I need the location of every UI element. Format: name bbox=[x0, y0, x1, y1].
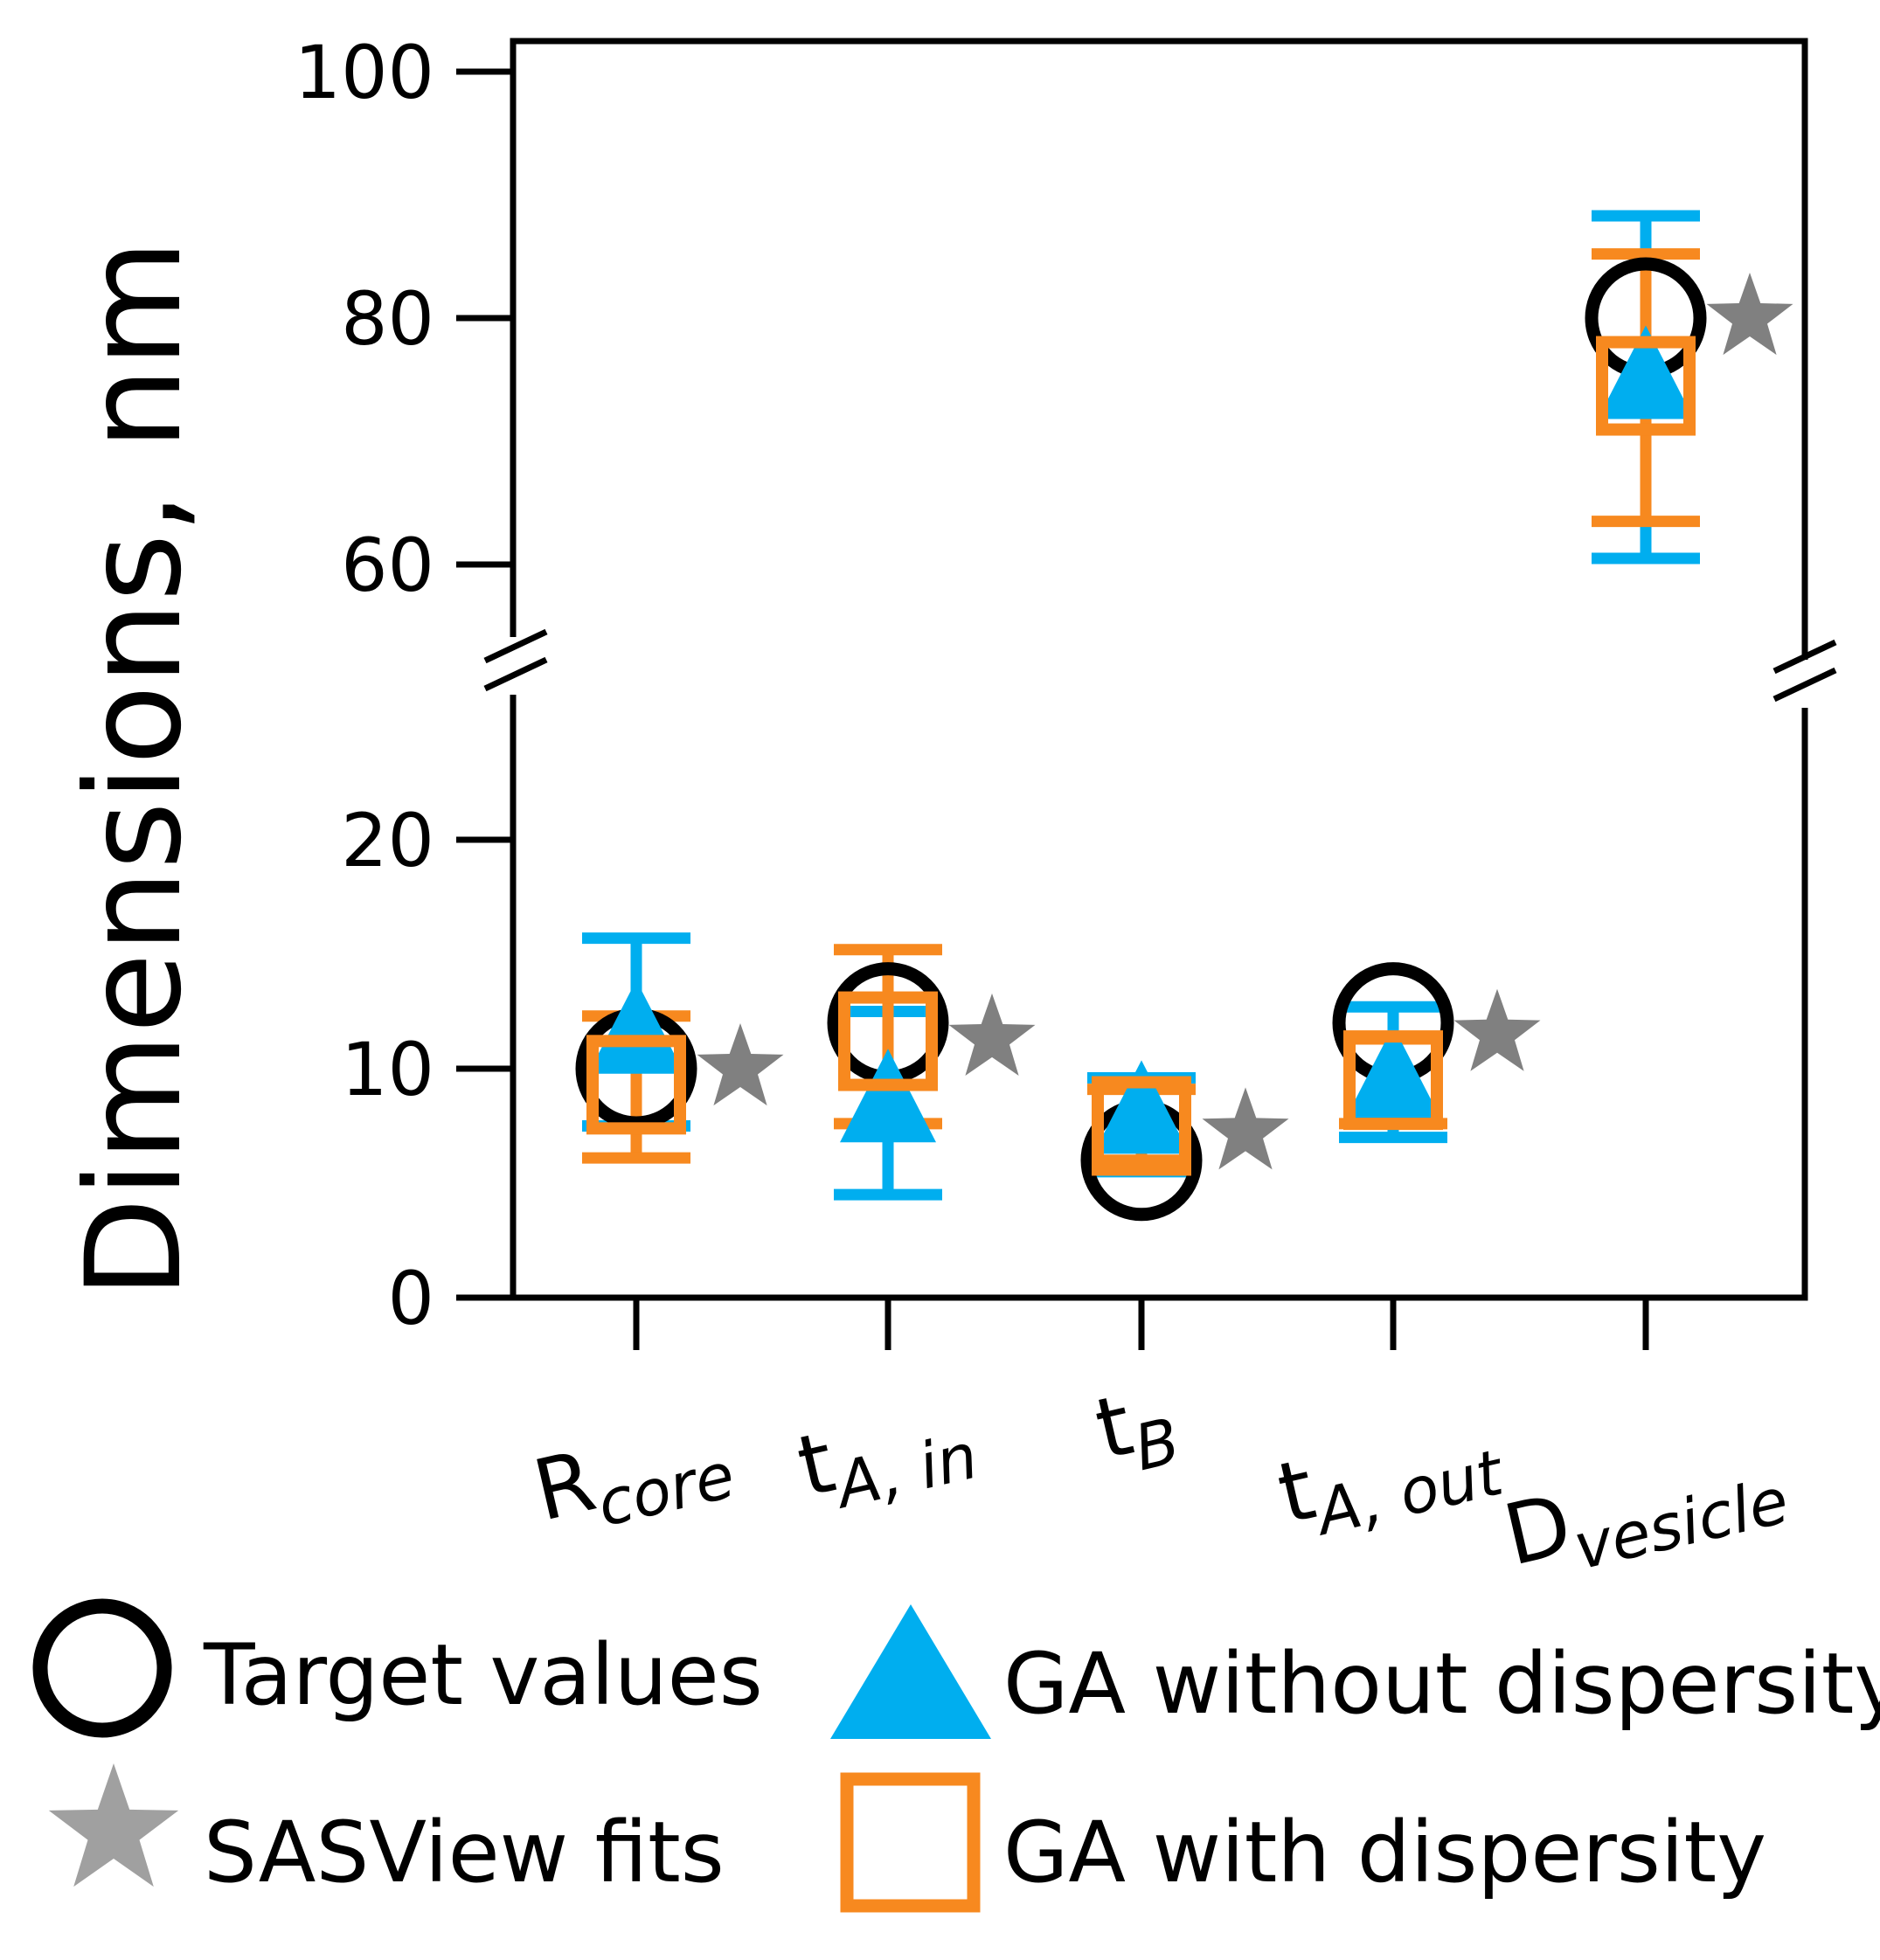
x-tick-label: Rcore bbox=[525, 1401, 741, 1554]
point-ga-without bbox=[1598, 325, 1694, 419]
legend-star-icon bbox=[48, 1763, 179, 1887]
break-mark-right-2 bbox=[1772, 667, 1837, 703]
point-ga-with bbox=[586, 1035, 686, 1135]
x-tick-label: tA, out bbox=[1269, 1397, 1511, 1556]
data-marks bbox=[575, 210, 1793, 1222]
point-sasview bbox=[948, 993, 1036, 1076]
legend-square-icon bbox=[840, 1772, 981, 1913]
point-sasview bbox=[697, 1023, 784, 1106]
x-tick-label-main: D bbox=[1495, 1475, 1580, 1585]
x-tick-label-sub: A, in bbox=[826, 1419, 984, 1523]
legend: Target values GA without dispersity SASV… bbox=[32, 1598, 1880, 1913]
y-axis: 0 10 20 60 80 100 bbox=[295, 30, 513, 1341]
y-axis-label: Dimensions, nm bbox=[59, 239, 211, 1299]
x-tick-label-main: R bbox=[525, 1431, 604, 1540]
x-tick-label-sub: vesicle bbox=[1567, 1464, 1795, 1584]
point-ga-with bbox=[1092, 1076, 1191, 1176]
x-tick-label: tA, in bbox=[789, 1382, 984, 1530]
frame-upper bbox=[510, 38, 1808, 660]
x-tick-label-sub: B bbox=[1127, 1403, 1186, 1485]
point-sasview bbox=[1453, 988, 1541, 1071]
legend-triangle-icon bbox=[830, 1604, 991, 1739]
x-tick-label: Dvesicle bbox=[1495, 1426, 1795, 1598]
legend-label-ga-with: GA with dispersity bbox=[1003, 1804, 1766, 1901]
y-tick-label: 80 bbox=[341, 276, 434, 362]
plot-frame bbox=[483, 38, 1837, 1301]
frame-lower bbox=[510, 695, 1808, 1301]
point-ga-with bbox=[1343, 1030, 1443, 1131]
legend-circle-icon bbox=[32, 1598, 172, 1738]
point-ga-without bbox=[1093, 1060, 1190, 1154]
y-tick-label: 20 bbox=[341, 798, 434, 883]
y-tick-label: 10 bbox=[341, 1027, 434, 1112]
legend-label-ga-without: GA without dispersity bbox=[1003, 1635, 1880, 1733]
legend-label-target: Target values bbox=[203, 1626, 763, 1724]
x-tick-label-sub: core bbox=[591, 1438, 741, 1541]
x-tick-label: tB bbox=[1087, 1366, 1187, 1492]
x-tick-label-sub: A, out bbox=[1307, 1435, 1511, 1550]
point-sasview bbox=[1202, 1087, 1289, 1170]
point-ga-with bbox=[838, 991, 938, 1091]
point-ga-with bbox=[1596, 336, 1696, 436]
y-tick-label: 60 bbox=[341, 523, 434, 608]
break-mark-left-1 bbox=[483, 628, 548, 664]
break-mark-right-1 bbox=[1772, 639, 1837, 675]
y-tick-label: 0 bbox=[388, 1256, 434, 1341]
break-mark-left-2 bbox=[483, 656, 548, 692]
point-ga-without bbox=[840, 1049, 936, 1143]
legend-label-sasview: SASView fits bbox=[204, 1804, 725, 1901]
y-tick-label: 100 bbox=[295, 30, 434, 115]
point-sasview bbox=[1706, 273, 1793, 356]
point-ga-without bbox=[588, 980, 684, 1074]
point-ga-without bbox=[1345, 1026, 1441, 1120]
